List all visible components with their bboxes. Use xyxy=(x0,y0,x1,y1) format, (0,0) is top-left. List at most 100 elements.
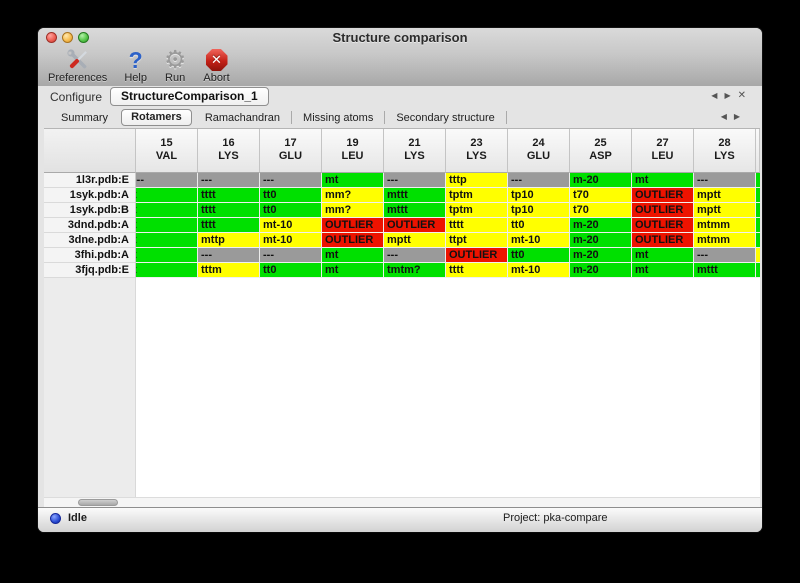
rotamer-cell[interactable]: tttt xyxy=(446,263,508,278)
rotamer-cell[interactable]: t70 xyxy=(570,203,632,218)
rotamer-cell[interactable]: mttt xyxy=(694,263,756,278)
tab-rotamers[interactable]: Rotamers xyxy=(121,109,192,126)
rotamer-cell[interactable]: mttp xyxy=(198,233,260,248)
rotamer-cell[interactable]: mtmm xyxy=(694,218,756,233)
column-header-27[interactable]: 27 LEU xyxy=(632,129,694,173)
scroll-left-icon[interactable]: ◀ xyxy=(711,91,718,100)
tab-secondary-structure[interactable]: Secondary structure xyxy=(396,111,495,124)
rotamer-cell[interactable]: --- xyxy=(384,173,446,188)
rotamer-cell[interactable]: OUTLIER xyxy=(632,188,694,203)
row-label-3dne-pdb-a[interactable]: 3dne.pdb:A xyxy=(44,233,136,248)
column-header-24[interactable]: 24 GLU xyxy=(508,129,570,173)
rotamer-cell[interactable]: tt0 xyxy=(260,188,322,203)
column-header-28[interactable]: 28 LYS xyxy=(694,129,756,173)
rotamer-cell[interactable]: mt xyxy=(322,248,384,263)
tab-ramachandran[interactable]: Ramachandran xyxy=(204,111,281,124)
column-header-17[interactable]: 17 GLU xyxy=(260,129,322,173)
rotamer-cell[interactable]: --- xyxy=(198,173,260,188)
rotamer-cell[interactable]: tttt xyxy=(446,218,508,233)
rotamer-cell[interactable]: mt xyxy=(632,263,694,278)
column-header-23[interactable]: 23 LYS xyxy=(446,129,508,173)
rotamer-cell[interactable]: t xyxy=(136,218,198,233)
scrollbar-thumb[interactable] xyxy=(78,499,118,506)
rotamer-cell[interactable]: tptm xyxy=(446,203,508,218)
rotamer-cell[interactable]: tttt xyxy=(198,188,260,203)
rotamer-cell[interactable]: OUTLIER xyxy=(632,218,694,233)
row-label-1l3r-pdb-e[interactable]: 1l3r.pdb:E xyxy=(44,173,136,188)
abort-button[interactable]: ✕ Abort xyxy=(201,47,231,84)
column-header-25[interactable]: 25 ASP xyxy=(570,129,632,173)
rotamer-cell[interactable]: --- xyxy=(136,173,198,188)
rotamer-cell[interactable]: mt-10 xyxy=(260,233,322,248)
close-icon[interactable]: ✕ xyxy=(737,90,746,101)
rotamer-cell[interactable]: --- xyxy=(260,173,322,188)
column-header-15[interactable]: 15 VAL xyxy=(136,129,198,173)
rotamer-cell[interactable]: --- xyxy=(198,248,260,263)
rotamer-cell[interactable]: OUTLIER xyxy=(446,248,508,263)
rotamer-cell[interactable]: ttpt xyxy=(446,233,508,248)
rotamer-cell[interactable]: mtmm xyxy=(694,233,756,248)
rotamer-cell[interactable]: tmtm? xyxy=(384,263,446,278)
configuration-tab[interactable]: StructureComparison_1 xyxy=(110,87,269,106)
rotamer-cell[interactable]: mptt xyxy=(694,203,756,218)
rotamer-cell[interactable]: --- xyxy=(384,248,446,263)
row-label-1syk-pdb-a[interactable]: 1syk.pdb:A xyxy=(44,188,136,203)
rotamer-cell[interactable]: tt0 xyxy=(260,203,322,218)
rotamer-cell[interactable]: mm? xyxy=(322,203,384,218)
rotamer-cell[interactable]: mttt xyxy=(384,203,446,218)
rotamer-cell[interactable]: mt-10 xyxy=(260,218,322,233)
rotamer-cell[interactable]: mt-10 xyxy=(508,233,570,248)
scroll-right-icon[interactable]: ▶ xyxy=(733,112,740,121)
horizontal-scrollbar[interactable] xyxy=(44,497,760,507)
rotamer-cell[interactable]: mt xyxy=(632,248,694,263)
tab-missing-atoms[interactable]: Missing atoms xyxy=(303,111,374,124)
rotamer-cell[interactable]: mptt xyxy=(384,233,446,248)
rotamer-cell[interactable]: m-20 xyxy=(570,173,632,188)
rotamer-cell[interactable]: --- xyxy=(260,248,322,263)
minimize-window-button[interactable] xyxy=(62,32,73,43)
column-header-16[interactable]: 16 LYS xyxy=(198,129,260,173)
rotamer-cell[interactable]: mm? xyxy=(322,188,384,203)
rotamer-cell[interactable]: m-20 xyxy=(570,263,632,278)
scroll-left-icon[interactable]: ◀ xyxy=(720,112,727,121)
rotamer-cell[interactable]: tt0 xyxy=(260,263,322,278)
row-label-3fhi-pdb-a[interactable]: 3fhi.pdb:A xyxy=(44,248,136,263)
rotamer-cell[interactable]: --- xyxy=(694,173,756,188)
rotamer-cell[interactable]: tttt xyxy=(198,218,260,233)
rotamer-cell[interactable]: --- xyxy=(694,248,756,263)
rotamer-cell[interactable]: tptm xyxy=(446,188,508,203)
rotamer-cell[interactable]: --- xyxy=(508,173,570,188)
rotamer-cell[interactable]: t xyxy=(136,188,198,203)
column-header-21[interactable]: 21 LYS xyxy=(384,129,446,173)
rotamer-cell[interactable]: t xyxy=(136,203,198,218)
rotamer-cell[interactable]: tttp xyxy=(446,173,508,188)
rotamer-cell[interactable]: tt0 xyxy=(508,248,570,263)
row-label-3dnd-pdb-a[interactable]: 3dnd.pdb:A xyxy=(44,218,136,233)
zoom-window-button[interactable] xyxy=(78,32,89,43)
rotamer-cell[interactable]: OUTLIER xyxy=(632,203,694,218)
row-label-3fjq-pdb-e[interactable]: 3fjq.pdb:E xyxy=(44,263,136,278)
help-button[interactable]: ? Help xyxy=(122,47,149,84)
rotamer-cell[interactable]: OUTLIER xyxy=(632,233,694,248)
rotamer-cell[interactable]: t xyxy=(136,233,198,248)
rotamer-cell[interactable]: t xyxy=(136,248,198,263)
rotamer-cell[interactable]: mttt xyxy=(384,188,446,203)
rotamer-cell[interactable]: tttm xyxy=(198,263,260,278)
close-window-button[interactable] xyxy=(46,32,57,43)
rotamer-cell[interactable]: mptt xyxy=(694,188,756,203)
row-label-1syk-pdb-b[interactable]: 1syk.pdb:B xyxy=(44,203,136,218)
rotamer-cell[interactable]: OUTLIER xyxy=(384,218,446,233)
rotamer-cell[interactable]: mt xyxy=(322,173,384,188)
title-bar[interactable]: Structure comparison xyxy=(38,28,762,47)
rotamer-cell[interactable]: m-20 xyxy=(570,233,632,248)
rotamer-cell[interactable]: tttt xyxy=(198,203,260,218)
rotamer-cell[interactable]: tp10 xyxy=(508,203,570,218)
rotamer-cell[interactable]: OUTLIER xyxy=(322,218,384,233)
preferences-button[interactable]: Preferences xyxy=(46,47,109,84)
rotamer-cell[interactable]: m-20 xyxy=(570,248,632,263)
rotamer-cell[interactable]: t xyxy=(136,263,198,278)
rotamer-cell[interactable]: mt xyxy=(322,263,384,278)
rotamer-cell[interactable]: mt-10 xyxy=(508,263,570,278)
scroll-right-icon[interactable]: ▶ xyxy=(724,91,731,100)
run-button[interactable]: ⚙ Run xyxy=(162,47,188,84)
